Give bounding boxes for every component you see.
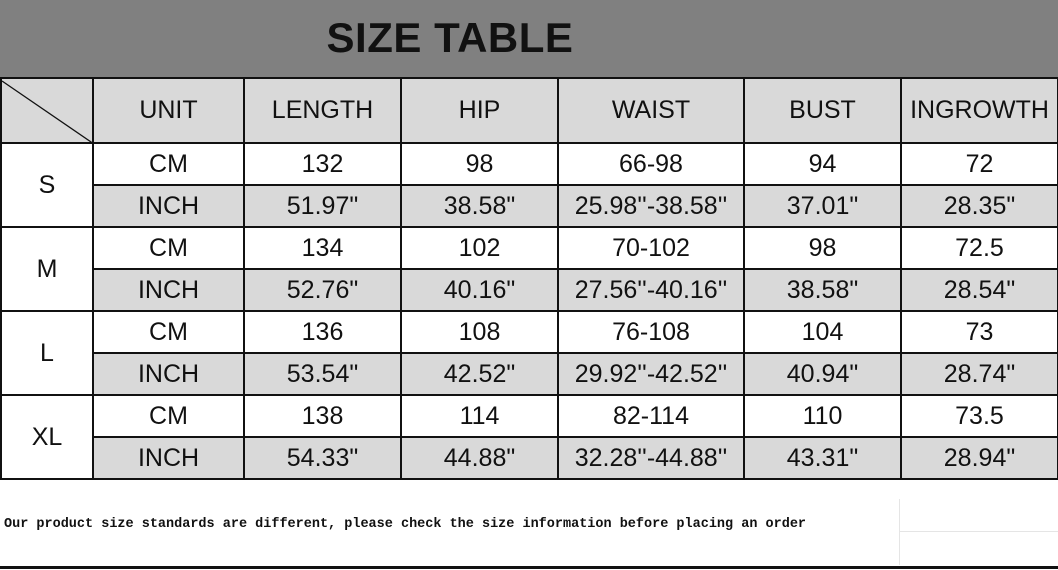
- unit-cell: CM: [92, 310, 245, 354]
- value-cell: 28.94": [900, 436, 1058, 480]
- table-row: XL CM 138 114 82-114 110 73.5: [0, 394, 1058, 480]
- table-row: S CM 132 98 66-98 94 72: [0, 142, 1058, 228]
- column-header: BUST: [743, 77, 902, 144]
- note-cell-border: [899, 531, 1058, 532]
- size-note: Our product size standards are different…: [4, 517, 807, 532]
- value-cell: 40.16": [400, 268, 559, 312]
- size-label: S: [0, 142, 94, 228]
- title-banner: [0, 0, 1058, 77]
- value-cell: 44.88": [400, 436, 559, 480]
- unit-cell: INCH: [92, 184, 245, 228]
- table-row: INCH 51.97" 38.58" 25.98''-38.58'' 37.01" 28.…: [1, 184, 1058, 228]
- value-cell: 38.58": [743, 268, 902, 312]
- value-cell: 138: [243, 394, 402, 438]
- column-header: UNIT: [92, 77, 245, 144]
- value-cell: 132: [243, 142, 402, 186]
- column-header: HIP: [400, 77, 559, 144]
- value-cell: 38.58": [400, 184, 559, 228]
- value-cell: 104: [743, 310, 902, 354]
- value-cell: 32.28''-44.88'': [557, 436, 745, 480]
- value-cell: 42.52": [400, 352, 559, 396]
- size-label: M: [0, 226, 94, 312]
- unit-cell: INCH: [92, 352, 245, 396]
- value-cell: 51.97": [243, 184, 402, 228]
- value-cell: 37.01": [743, 184, 902, 228]
- value-cell: 29.92''-42.52'': [557, 352, 745, 396]
- column-header: WAIST: [557, 77, 745, 144]
- size-label: XL: [0, 394, 94, 480]
- value-cell: 53.54": [243, 352, 402, 396]
- value-cell: 54.33": [243, 436, 402, 480]
- value-cell: 27.56''-40.16'': [557, 268, 745, 312]
- unit-cell: INCH: [92, 268, 245, 312]
- value-cell: 108: [400, 310, 559, 354]
- value-cell: 76-108: [557, 310, 745, 354]
- value-cell: 43.31": [743, 436, 902, 480]
- value-cell: 28.74": [900, 352, 1058, 396]
- corner-cell: [0, 77, 94, 144]
- value-cell: 110: [743, 394, 902, 438]
- unit-cell: CM: [92, 226, 245, 270]
- unit-cell: INCH: [92, 436, 245, 480]
- column-header: INGROWTH: [900, 77, 1058, 144]
- size-label: L: [0, 310, 94, 396]
- table-row: INCH 54.33" 44.88" 32.28''-44.88'' 43.31" 28.…: [1, 436, 1058, 480]
- diagonal-divider: [2, 80, 94, 144]
- note-cell-border: [899, 499, 900, 565]
- unit-cell: CM: [92, 394, 245, 438]
- value-cell: 72.5: [900, 226, 1058, 270]
- header-row: UNIT LENGTH HIP WAIST BUST INGROWTH: [0, 77, 1058, 144]
- page-title: SIZE TABLE: [326, 14, 574, 61]
- value-cell: 40.94": [743, 352, 902, 396]
- value-cell: 98: [400, 142, 559, 186]
- table-row: L CM 136 108 76-108 104 73: [0, 310, 1058, 396]
- value-cell: 73.5: [900, 394, 1058, 438]
- unit-cell: CM: [92, 142, 245, 186]
- value-cell: 28.35": [900, 184, 1058, 228]
- value-cell: 72: [900, 142, 1058, 186]
- bottom-border: [0, 566, 1058, 569]
- value-cell: 28.54": [900, 268, 1058, 312]
- value-cell: 73: [900, 310, 1058, 354]
- value-cell: 136: [243, 310, 402, 354]
- value-cell: 94: [743, 142, 902, 186]
- value-cell: 66-98: [557, 142, 745, 186]
- value-cell: 70-102: [557, 226, 745, 270]
- column-header: LENGTH: [243, 77, 402, 144]
- value-cell: 114: [400, 394, 559, 438]
- table-row: INCH 53.54" 42.52" 29.92''-42.52'' 40.94" 28.…: [1, 352, 1058, 396]
- value-cell: 25.98''-38.58'': [557, 184, 745, 228]
- value-cell: 82-114: [557, 394, 745, 438]
- value-cell: 102: [400, 226, 559, 270]
- table-row: INCH 52.76" 40.16" 27.56''-40.16'' 38.58" 28.…: [1, 268, 1058, 312]
- table-row: M CM 134 102 70-102 98 72.5: [0, 226, 1058, 312]
- value-cell: 98: [743, 226, 902, 270]
- value-cell: 52.76": [243, 268, 402, 312]
- size-table: UNIT LENGTH HIP WAIST BUST INGROWTH S CM 132 98 6…: [0, 77, 1058, 480]
- value-cell: 134: [243, 226, 402, 270]
